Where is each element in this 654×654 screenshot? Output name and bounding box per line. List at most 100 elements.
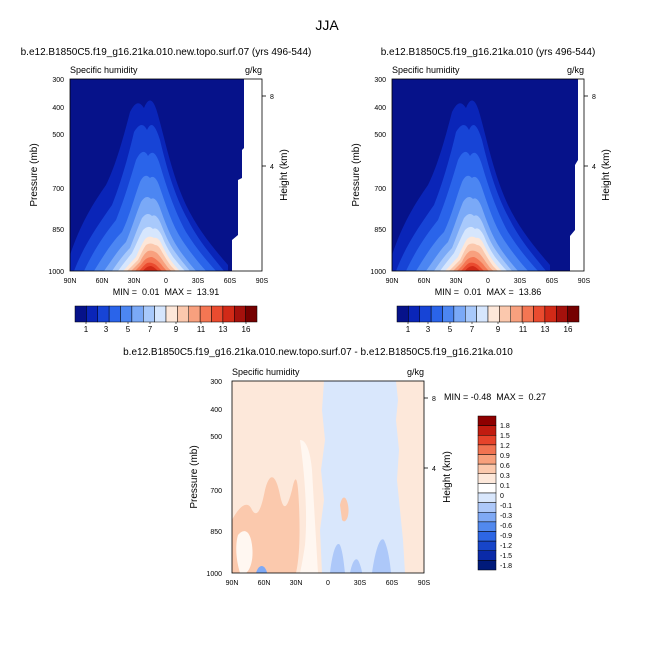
colorbar-swatch (199, 305, 212, 323)
panel-right-colorbar-label: 7 (470, 325, 475, 334)
panel-right-right-axis-label: Height (km) (601, 149, 612, 201)
colorbar-swatch (154, 305, 167, 323)
panel-right-colorbar: 1 3 5 7 9 11 13 16 (396, 305, 580, 334)
colorbar-swatch (442, 305, 455, 323)
colorbar-swatch (86, 305, 99, 323)
panel-diff-colorbar-label: -1.2 (500, 543, 512, 550)
panel-left-colorbar-label: 1 (84, 325, 89, 334)
panel-left-colorbar-label: 16 (242, 325, 251, 334)
colorbar-swatch (465, 305, 477, 323)
panel-right-x-axis: 90N 60N 30N 0 30S 60S 90S (386, 278, 591, 285)
colorbar-swatch (419, 305, 432, 323)
panel-diff-negative-region (330, 544, 345, 573)
colorbar-swatch (544, 305, 557, 323)
colorbar-swatch (476, 305, 489, 323)
panel-diff-positive-region (340, 497, 349, 522)
colorbar-swatch (477, 521, 497, 532)
panel-left-units-label: g/kg (245, 65, 262, 75)
panel-diff-colorbar-label: 0.1 (500, 483, 510, 490)
panel-left-colorbar-label: 7 (148, 325, 153, 334)
panel-right-x-tick-label: 90S (578, 278, 591, 285)
panel-diff-x-tick-label: 30S (354, 580, 367, 587)
panel-diff-light-region (300, 440, 318, 573)
panel-right-colorbar-label: 11 (519, 325, 528, 334)
panel-diff-plot (231, 380, 425, 574)
panel-left-x-tick-label: 60S (224, 278, 237, 285)
panel-right-colorbar-label: 5 (448, 325, 453, 334)
panel-diff-colorbar-label: 1.2 (500, 443, 510, 450)
panel-diff-x-tick-label: 60N (258, 580, 271, 587)
colorbar-swatch (131, 305, 144, 323)
panel-diff-x-tick-label: 30N (290, 580, 303, 587)
panel-diff-colorbar-label: 1.8 (500, 423, 510, 430)
colorbar-swatch (477, 415, 497, 426)
panel-diff-y-tick-label: 850 (210, 529, 222, 536)
panel-diff-y-axis: 300 400 500 700 850 1000 Pressure (mb) (189, 379, 222, 578)
panel-diff-colorbar-label: 0 (500, 493, 504, 500)
panel-diff-colorbar-label: -0.3 (500, 513, 512, 520)
panel-right: b.e12.B1850C5.f19_g16.21ka.010 (yrs 496-… (351, 47, 612, 334)
colorbar-swatch (120, 305, 133, 323)
colorbar-swatch (165, 305, 178, 323)
panel-left-y-axis-label: Pressure (mb) (29, 143, 40, 206)
panel-right-right-tick-label: 8 (592, 94, 596, 101)
panel-diff-y-tick-label: 1000 (206, 571, 222, 578)
colorbar-swatch (477, 435, 497, 446)
figure-title: JJA (315, 17, 339, 33)
panel-left-right-tick-label: 8 (270, 94, 274, 101)
panel-right-y-tick-label: 300 (374, 77, 386, 84)
panel-right-colorbar-swatches (396, 305, 580, 323)
panel-right-colorbar-label: 16 (564, 325, 573, 334)
panel-diff-colorbar: 1.8 1.5 1.2 0.9 0.6 0.3 0.1 0 -0.1 -0.3 … (477, 415, 512, 571)
colorbar-swatch (477, 512, 497, 523)
panel-diff-right-axis: 8 4 Height (km) (424, 396, 453, 503)
panel-right-stats: MIN = 0.01 MAX = 13.86 (435, 287, 542, 297)
panel-diff-light-region (236, 531, 253, 573)
panel-right-x-tick-label: 30N (450, 278, 463, 285)
panel-right-x-tick-label: 0 (486, 278, 490, 285)
panel-diff-x-tick-label: 60S (386, 580, 399, 587)
panel-left-fill-level-14 (143, 266, 158, 271)
panel-right-fill-level-14 (465, 266, 480, 271)
panel-diff-colorbar-label: -0.1 (500, 503, 512, 510)
panel-left-colorbar-ticks (85, 322, 247, 324)
panel-right-plot (391, 78, 585, 272)
panel-diff-stats: MIN = -0.48 MAX = 0.27 (444, 392, 546, 402)
colorbar-swatch (430, 305, 443, 323)
colorbar-swatch (74, 305, 87, 323)
panel-right-colorbar-ticks (407, 322, 569, 324)
colorbar-swatch (477, 550, 497, 561)
panel-left-colorbar-label: 11 (197, 325, 206, 334)
panel-diff: b.e12.B1850C5.f19_g16.21ka.010.new.topo.… (123, 347, 546, 587)
panel-left-y-axis: 300 400 500 700 850 1000 Pressure (mb) (29, 77, 64, 276)
panel-left-colorbar: 1 3 5 7 9 11 13 16 (74, 305, 258, 334)
panel-left: b.e12.B1850C5.f19_g16.21ka.010.new.topo.… (21, 47, 312, 334)
panel-diff-y-tick-label: 700 (210, 488, 222, 495)
panel-left-right-axis: 8 4 Height (km) (262, 94, 290, 201)
colorbar-swatch (477, 425, 497, 436)
panel-right-y-tick-label: 700 (374, 186, 386, 193)
panel-diff-colorbar-label: 0.9 (500, 453, 510, 460)
colorbar-swatch (188, 305, 201, 323)
panel-right-x-tick-label: 60S (546, 278, 559, 285)
panel-diff-colorbar-swatches (477, 415, 497, 571)
colorbar-swatch (477, 454, 497, 465)
panel-diff-x-tick-label: 90S (418, 580, 431, 587)
panel-left-y-tick-label: 700 (52, 186, 64, 193)
panel-diff-right-tick-label: 4 (432, 466, 436, 473)
colorbar-swatch (477, 444, 497, 455)
panel-right-x-tick-label: 60N (418, 278, 431, 285)
colorbar-swatch (222, 305, 235, 323)
panel-left-x-tick-label: 30S (192, 278, 205, 285)
panel-left-stats: MIN = 0.01 MAX = 13.91 (113, 287, 220, 297)
panel-right-colorbar-label: 9 (496, 325, 501, 334)
panel-right-y-tick-label: 850 (374, 227, 386, 234)
panel-right-y-axis-label: Pressure (mb) (351, 143, 362, 206)
colorbar-swatch (396, 305, 409, 323)
panel-right-y-axis: 300 400 500 700 850 1000 Pressure (mb) (351, 77, 386, 276)
panel-diff-y-tick-label: 500 (210, 434, 222, 441)
panel-diff-colorbar-label: 0.3 (500, 473, 510, 480)
panel-diff-y-tick-label: 300 (210, 379, 222, 386)
panel-diff-x-tick-label: 90N (226, 580, 239, 587)
colorbar-swatch (521, 305, 534, 323)
